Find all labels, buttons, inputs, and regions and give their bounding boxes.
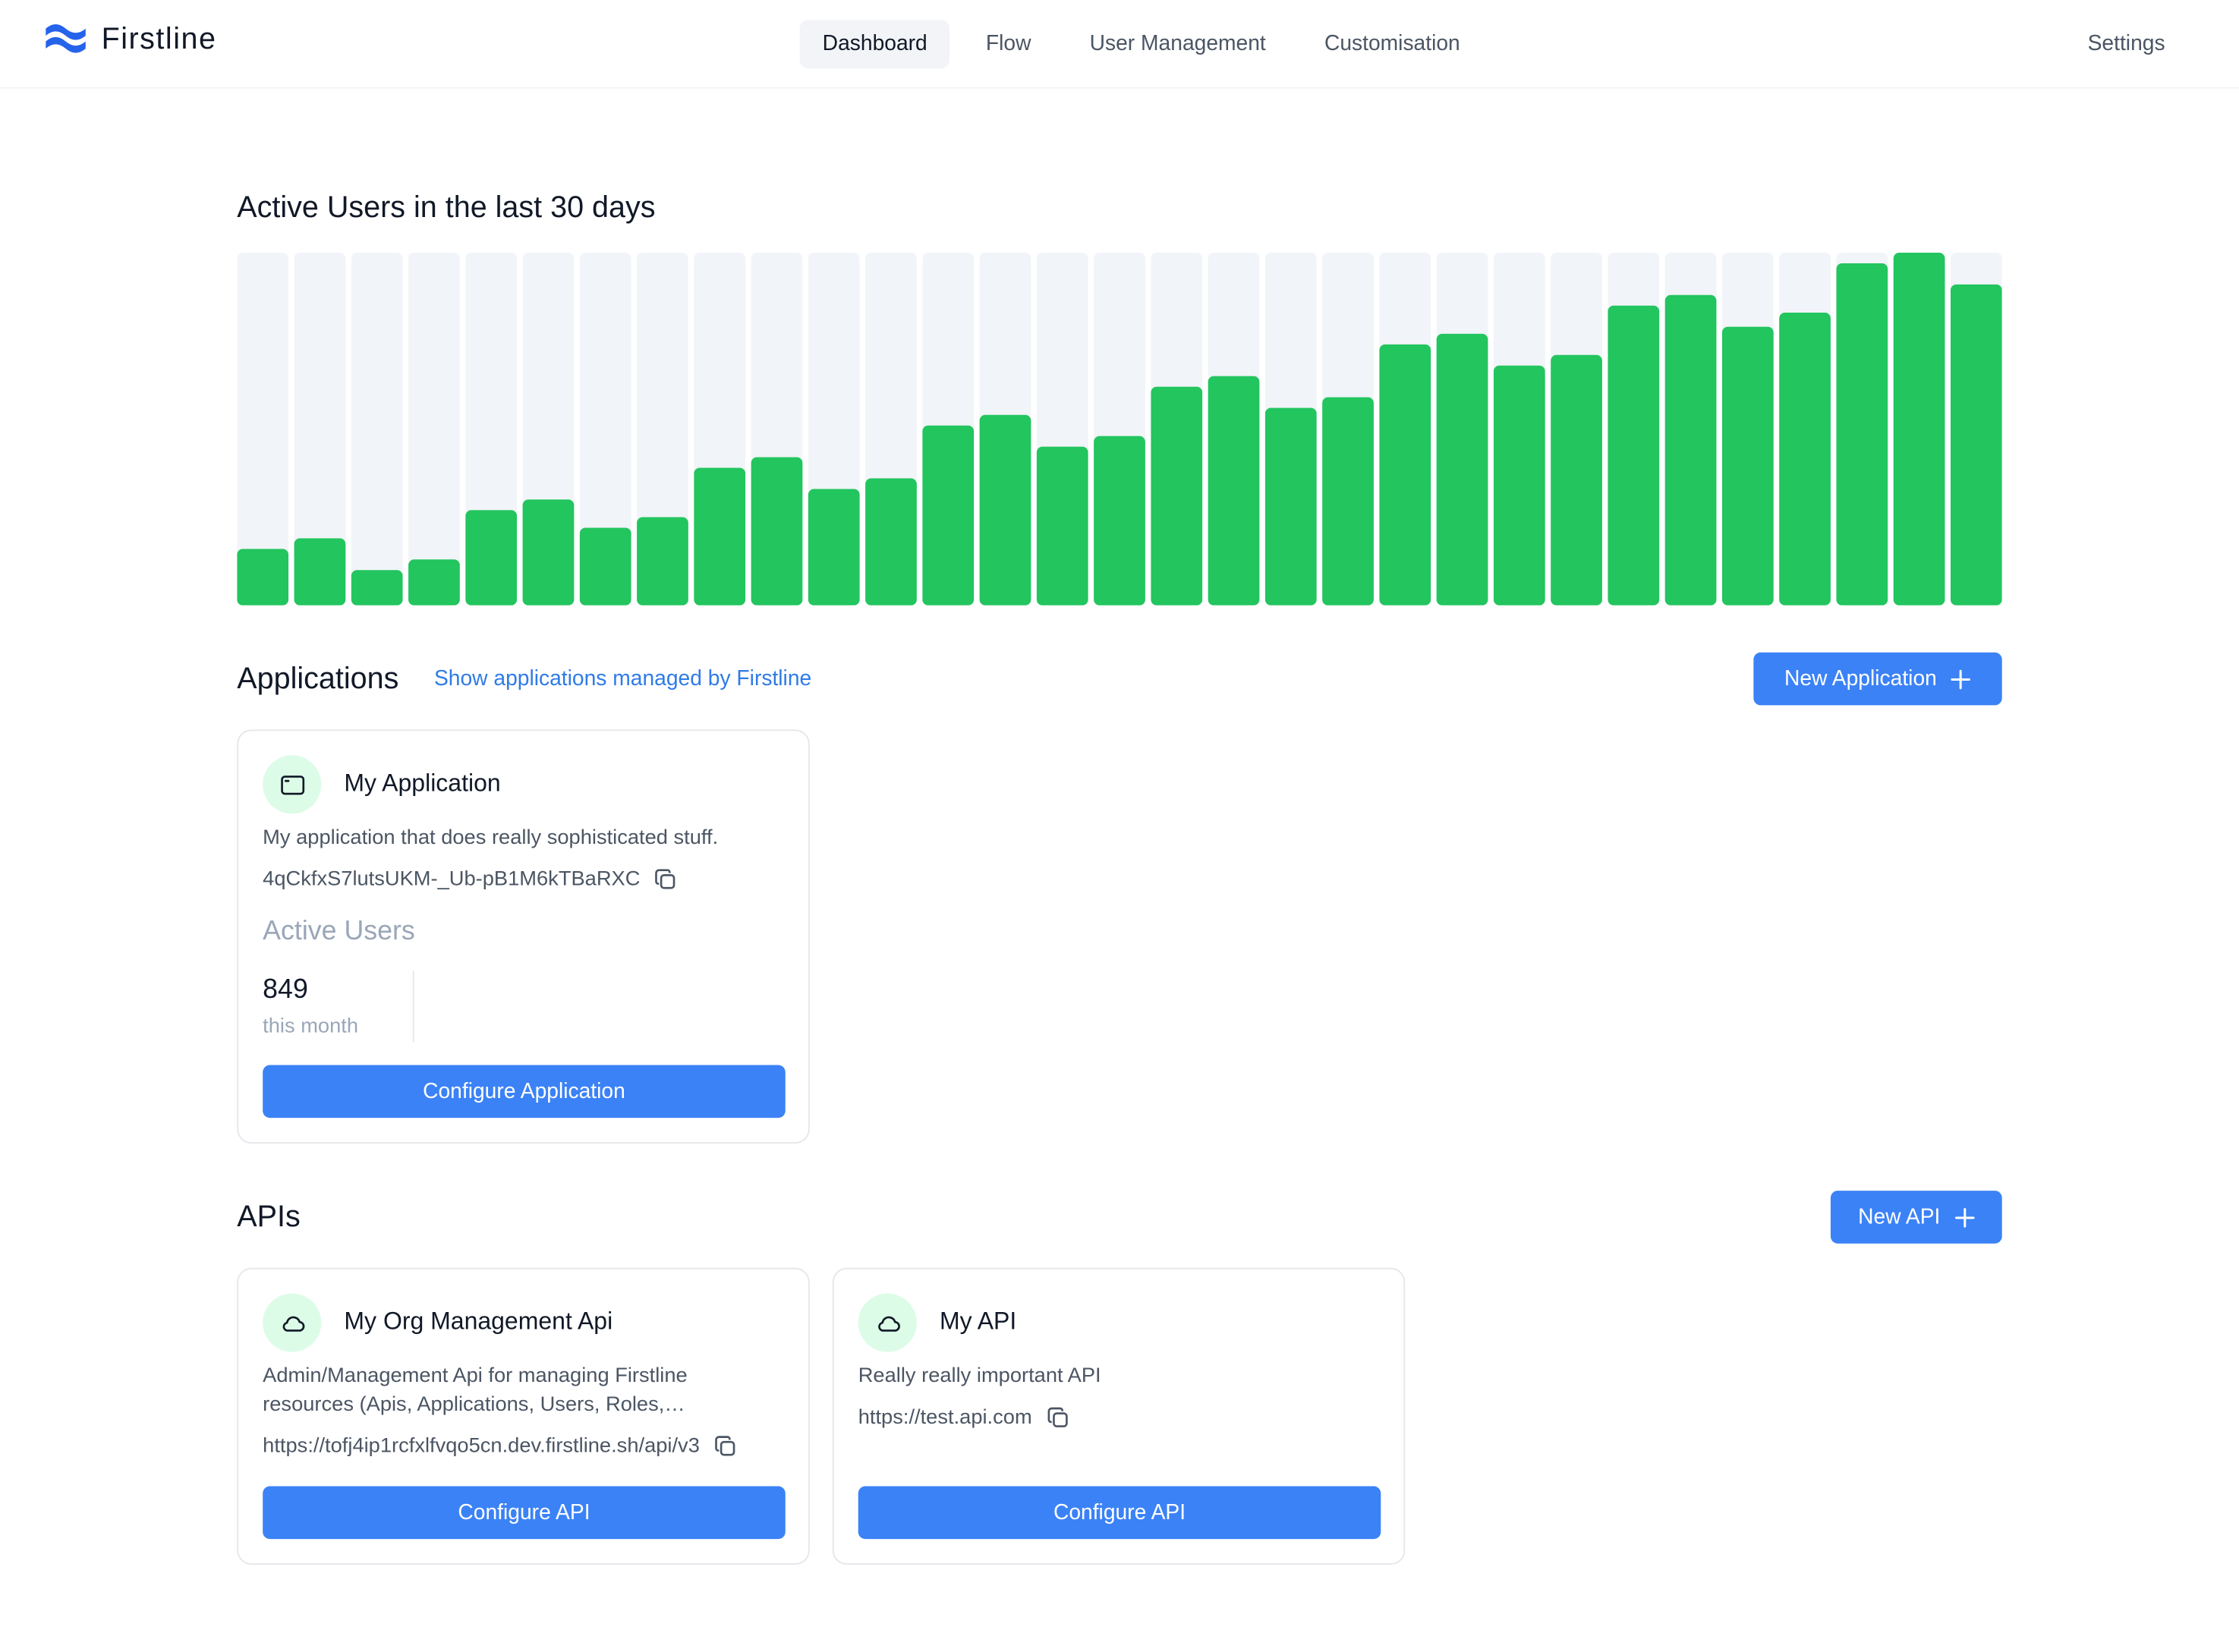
chart-bar[interactable]: 30: 100	[1893, 253, 1945, 606]
chart-bar[interactable]: 24: 71	[1551, 354, 1602, 606]
api-url: https://test.api.com	[858, 1406, 1032, 1430]
cloud-icon	[877, 1315, 899, 1331]
stats-divider	[412, 971, 414, 1043]
new-application-button[interactable]: New Application	[1753, 652, 2002, 706]
api-card: My API Really really important API https…	[832, 1267, 1406, 1565]
copy-icon[interactable]	[1047, 1406, 1069, 1429]
chart-bar[interactable]: 13: 51	[922, 425, 975, 606]
nav-tab-flow[interactable]: Flow	[985, 31, 1031, 56]
apis-title: APIs	[237, 1200, 301, 1234]
nav-settings[interactable]: Settings	[2087, 31, 2165, 56]
application-client-id: 4qCkfxS7lutsUKM-_Ub-pB1M6kTBaRXC	[263, 867, 641, 891]
plus-icon	[1951, 669, 1971, 689]
chart-bar[interactable]: 5: 27	[465, 510, 518, 606]
chart-bar[interactable]: 15: 45	[1036, 446, 1088, 606]
chart-bar[interactable]: 18: 65	[1208, 376, 1260, 606]
chart-bar[interactable]: 11: 33	[808, 489, 860, 606]
chart-bar[interactable]: 22: 77	[1436, 333, 1488, 606]
chart-bar[interactable]: 6: 30	[522, 499, 575, 606]
chart-bar[interactable]: 8: 25	[637, 517, 688, 606]
configure-application-button[interactable]: Configure Application	[263, 1065, 786, 1119]
chart-bar[interactable]: 14: 54	[979, 414, 1031, 606]
chart-bar[interactable]: 2: 19	[294, 538, 346, 606]
nav-tab-customisation[interactable]: Customisation	[1324, 31, 1460, 56]
chart-bar[interactable]: 19: 56	[1264, 407, 1317, 606]
cloud-icon	[282, 1315, 304, 1331]
api-url-row: https://tofj4ip1rcfxlfvqo5cn.dev.firstli…	[263, 1435, 737, 1458]
api-icon-badge	[858, 1293, 917, 1352]
chart-bar[interactable]: 28: 83	[1779, 313, 1831, 606]
copy-icon[interactable]	[654, 868, 677, 891]
application-name: My Application	[344, 769, 501, 797]
brand[interactable]: Firstline	[46, 23, 216, 57]
top-bar: Firstline Dashboard Flow User Management…	[0, 0, 2239, 89]
api-url: https://tofj4ip1rcfxlfvqo5cn.dev.firstli…	[263, 1434, 700, 1458]
chart-bar-track	[408, 253, 460, 606]
chart-bar[interactable]: 7: 22	[579, 527, 631, 606]
chart-bar[interactable]: 31: 91	[1950, 284, 2002, 606]
nav-tab-user-management[interactable]: User Management	[1089, 31, 1266, 56]
chart-bar[interactable]: 29: 97	[1836, 263, 1888, 606]
api-description: Admin/Management Api for managing Firstl…	[263, 1364, 688, 1417]
window-icon	[280, 775, 304, 795]
configure-api-button[interactable]: Configure API	[263, 1486, 786, 1540]
chart-bar-track	[351, 253, 403, 606]
application-card: My Application My application that does …	[237, 729, 810, 1144]
chart-bar[interactable]: 3: 10	[351, 570, 403, 606]
api-card: My Org Management Api Admin/Management A…	[237, 1267, 810, 1565]
configure-api-button[interactable]: Configure API	[858, 1486, 1381, 1540]
active-users-period: this month	[263, 1015, 359, 1038]
firstline-logo-icon	[46, 24, 86, 53]
chart-bar-track	[294, 253, 346, 606]
application-description: My application that does really sophisti…	[263, 826, 719, 850]
chart-bar[interactable]: 1: 16	[237, 549, 289, 606]
applications-title: Applications	[237, 662, 399, 696]
chart-bar[interactable]: 25: 85	[1608, 305, 1660, 606]
new-application-label: New Application	[1784, 666, 1937, 691]
new-api-label: New API	[1858, 1204, 1941, 1229]
active-users-label: Active Users	[263, 916, 415, 947]
chart-bar[interactable]: 17: 62	[1151, 386, 1203, 606]
chart-bar[interactable]: 9: 39	[694, 467, 746, 606]
api-name: My API	[939, 1307, 1017, 1336]
chart-bar-track	[237, 253, 289, 606]
chart-bar-track	[579, 253, 631, 606]
chart-bar[interactable]: 4: 13	[408, 559, 460, 606]
chart-bar[interactable]: 23: 68	[1493, 365, 1545, 606]
api-icon-badge	[263, 1293, 322, 1352]
application-client-id-row: 4qCkfxS7lutsUKM-_Ub-pB1M6kTBaRXC	[263, 868, 677, 891]
chart-bar[interactable]: 27: 79	[1721, 326, 1774, 606]
api-name: My Org Management Api	[344, 1307, 613, 1336]
chart-title: Active Users in the last 30 days	[237, 191, 656, 225]
application-icon-badge	[263, 755, 322, 814]
chart-bar[interactable]: 12: 36	[865, 478, 917, 606]
chart-bar[interactable]: 26: 88	[1664, 294, 1717, 606]
plus-icon	[1954, 1207, 1975, 1227]
api-description: Really really important API	[858, 1364, 1101, 1388]
new-api-button[interactable]: New API	[1830, 1191, 2002, 1244]
active-users-chart: 1: 162: 193: 104: 135: 276: 307: 228: 25…	[237, 253, 2002, 606]
show-managed-applications-link[interactable]: Show applications managed by Firstline	[433, 666, 812, 691]
copy-icon[interactable]	[714, 1435, 737, 1458]
active-users-count: 849	[263, 974, 308, 1005]
chart-bar[interactable]: 16: 48	[1094, 436, 1145, 606]
chart-bar[interactable]: 10: 42	[751, 457, 803, 606]
chart-bar[interactable]: 20: 59	[1322, 397, 1374, 606]
chart-bar[interactable]: 21: 74	[1379, 344, 1431, 606]
main-nav: Dashboard Flow User Management Customisa…	[799, 20, 1496, 69]
api-url-row: https://test.api.com	[858, 1406, 1069, 1429]
brand-name: Firstline	[101, 23, 217, 56]
nav-tab-dashboard[interactable]: Dashboard	[799, 20, 950, 69]
